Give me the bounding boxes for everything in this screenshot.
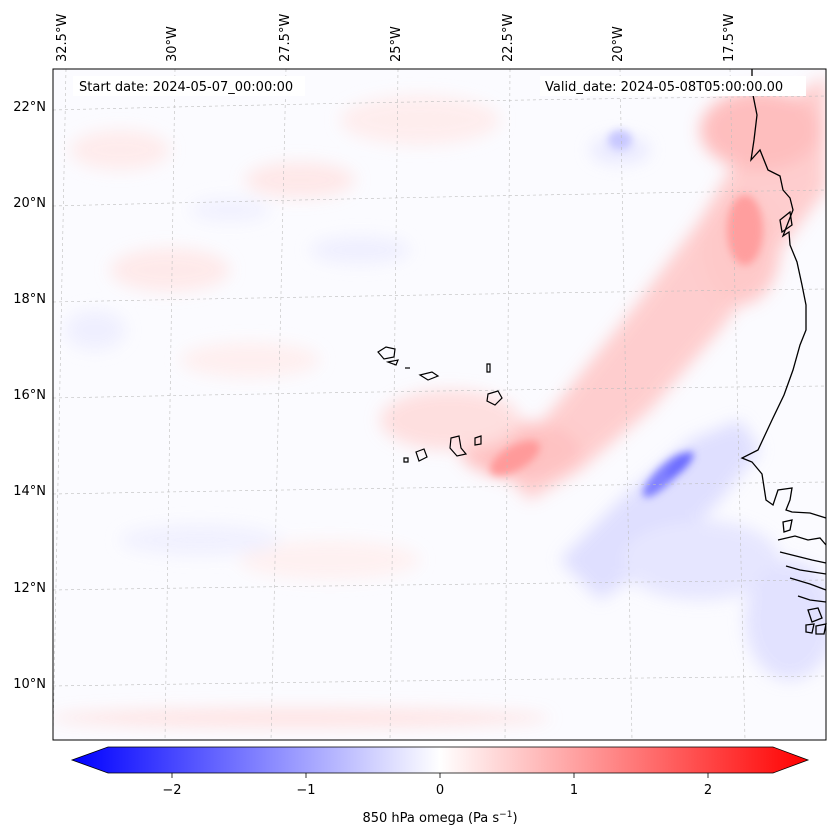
island-maio — [474, 435, 482, 446]
lat-label: 18°N — [13, 292, 46, 307]
lon-label: 32.5°W — [55, 14, 70, 62]
colorbar-label: 850 hPa omega (Pa s−1) — [362, 810, 517, 826]
positive-patch — [700, 90, 820, 170]
omega-field — [53, 75, 826, 728]
island-boa-vista — [486, 390, 503, 406]
africa-coastline — [740, 69, 827, 635]
positive-patch — [245, 162, 355, 198]
positive-patch — [70, 130, 170, 170]
lat-label: 20°N — [13, 196, 46, 211]
lat-label: 16°N — [13, 388, 46, 403]
island-fogo — [415, 448, 428, 462]
valid-date-box — [540, 76, 806, 96]
negative-patch — [190, 198, 270, 222]
colorbar-tick-label: 1 — [570, 783, 578, 798]
valid-date-text: Valid_date: 2024-05-08T05:00:00.00 — [545, 80, 783, 95]
island-santo-antao — [377, 346, 396, 360]
cape-verde-islands — [377, 346, 503, 463]
island-brava — [403, 457, 409, 463]
lat-label: 12°N — [13, 581, 46, 596]
positive-patch — [240, 540, 420, 580]
colorbar-tick-label: 0 — [436, 783, 444, 798]
colorbar-tick-label: −2 — [162, 783, 181, 798]
colorbar-bar — [70, 746, 810, 774]
island-sao-vicente — [385, 359, 399, 366]
colorbar-ticks — [171, 773, 709, 778]
gridlines — [53, 69, 826, 740]
negative-patch — [65, 310, 125, 350]
colorbar-tick-label: 2 — [704, 783, 712, 798]
lon-label: 25°W — [389, 26, 404, 62]
negative-patch — [310, 236, 410, 264]
negative-patch — [608, 130, 632, 150]
latitude-labels: 22°N 20°N 18°N 16°N 14°N 12°N 10°N — [13, 100, 46, 692]
positive-max — [727, 195, 763, 265]
longitude-labels: 32.5°W 30°W 27.5°W 25°W 22.5°W 20°W 17.5… — [55, 14, 737, 62]
lat-label: 14°N — [13, 484, 46, 499]
lon-label: 17.5°W — [722, 14, 737, 62]
map-frame — [52, 68, 827, 741]
positive-patch — [180, 342, 320, 378]
negative-min — [666, 451, 694, 479]
negative-band — [560, 420, 760, 600]
lon-label: 30°W — [165, 26, 180, 62]
lon-label: 22.5°W — [501, 14, 516, 62]
island-santiago — [449, 435, 468, 457]
positive-band — [500, 75, 826, 500]
negative-patch — [120, 524, 280, 556]
lat-label: 22°N — [13, 100, 46, 115]
island-sao-nicolau — [418, 371, 440, 381]
colorbar: −2 −1 0 1 2 850 hPa omega (Pa s−1) — [70, 746, 810, 826]
lon-label: 20°W — [611, 26, 626, 62]
positive-patch — [110, 248, 230, 292]
start-date-text: Start date: 2024-05-07_00:00:00 — [79, 80, 293, 95]
positive-max — [490, 440, 540, 476]
positive-patch — [53, 708, 550, 728]
island-sal — [486, 363, 491, 373]
colorbar-tick-label: −1 — [296, 783, 315, 798]
positive-patch — [380, 390, 520, 450]
negative-patch — [620, 520, 780, 600]
lon-label: 27.5°W — [278, 14, 293, 62]
start-date-box — [73, 76, 305, 96]
negative-patch — [745, 560, 826, 680]
positive-patch — [340, 95, 500, 145]
lat-label: 10°N — [13, 677, 46, 692]
